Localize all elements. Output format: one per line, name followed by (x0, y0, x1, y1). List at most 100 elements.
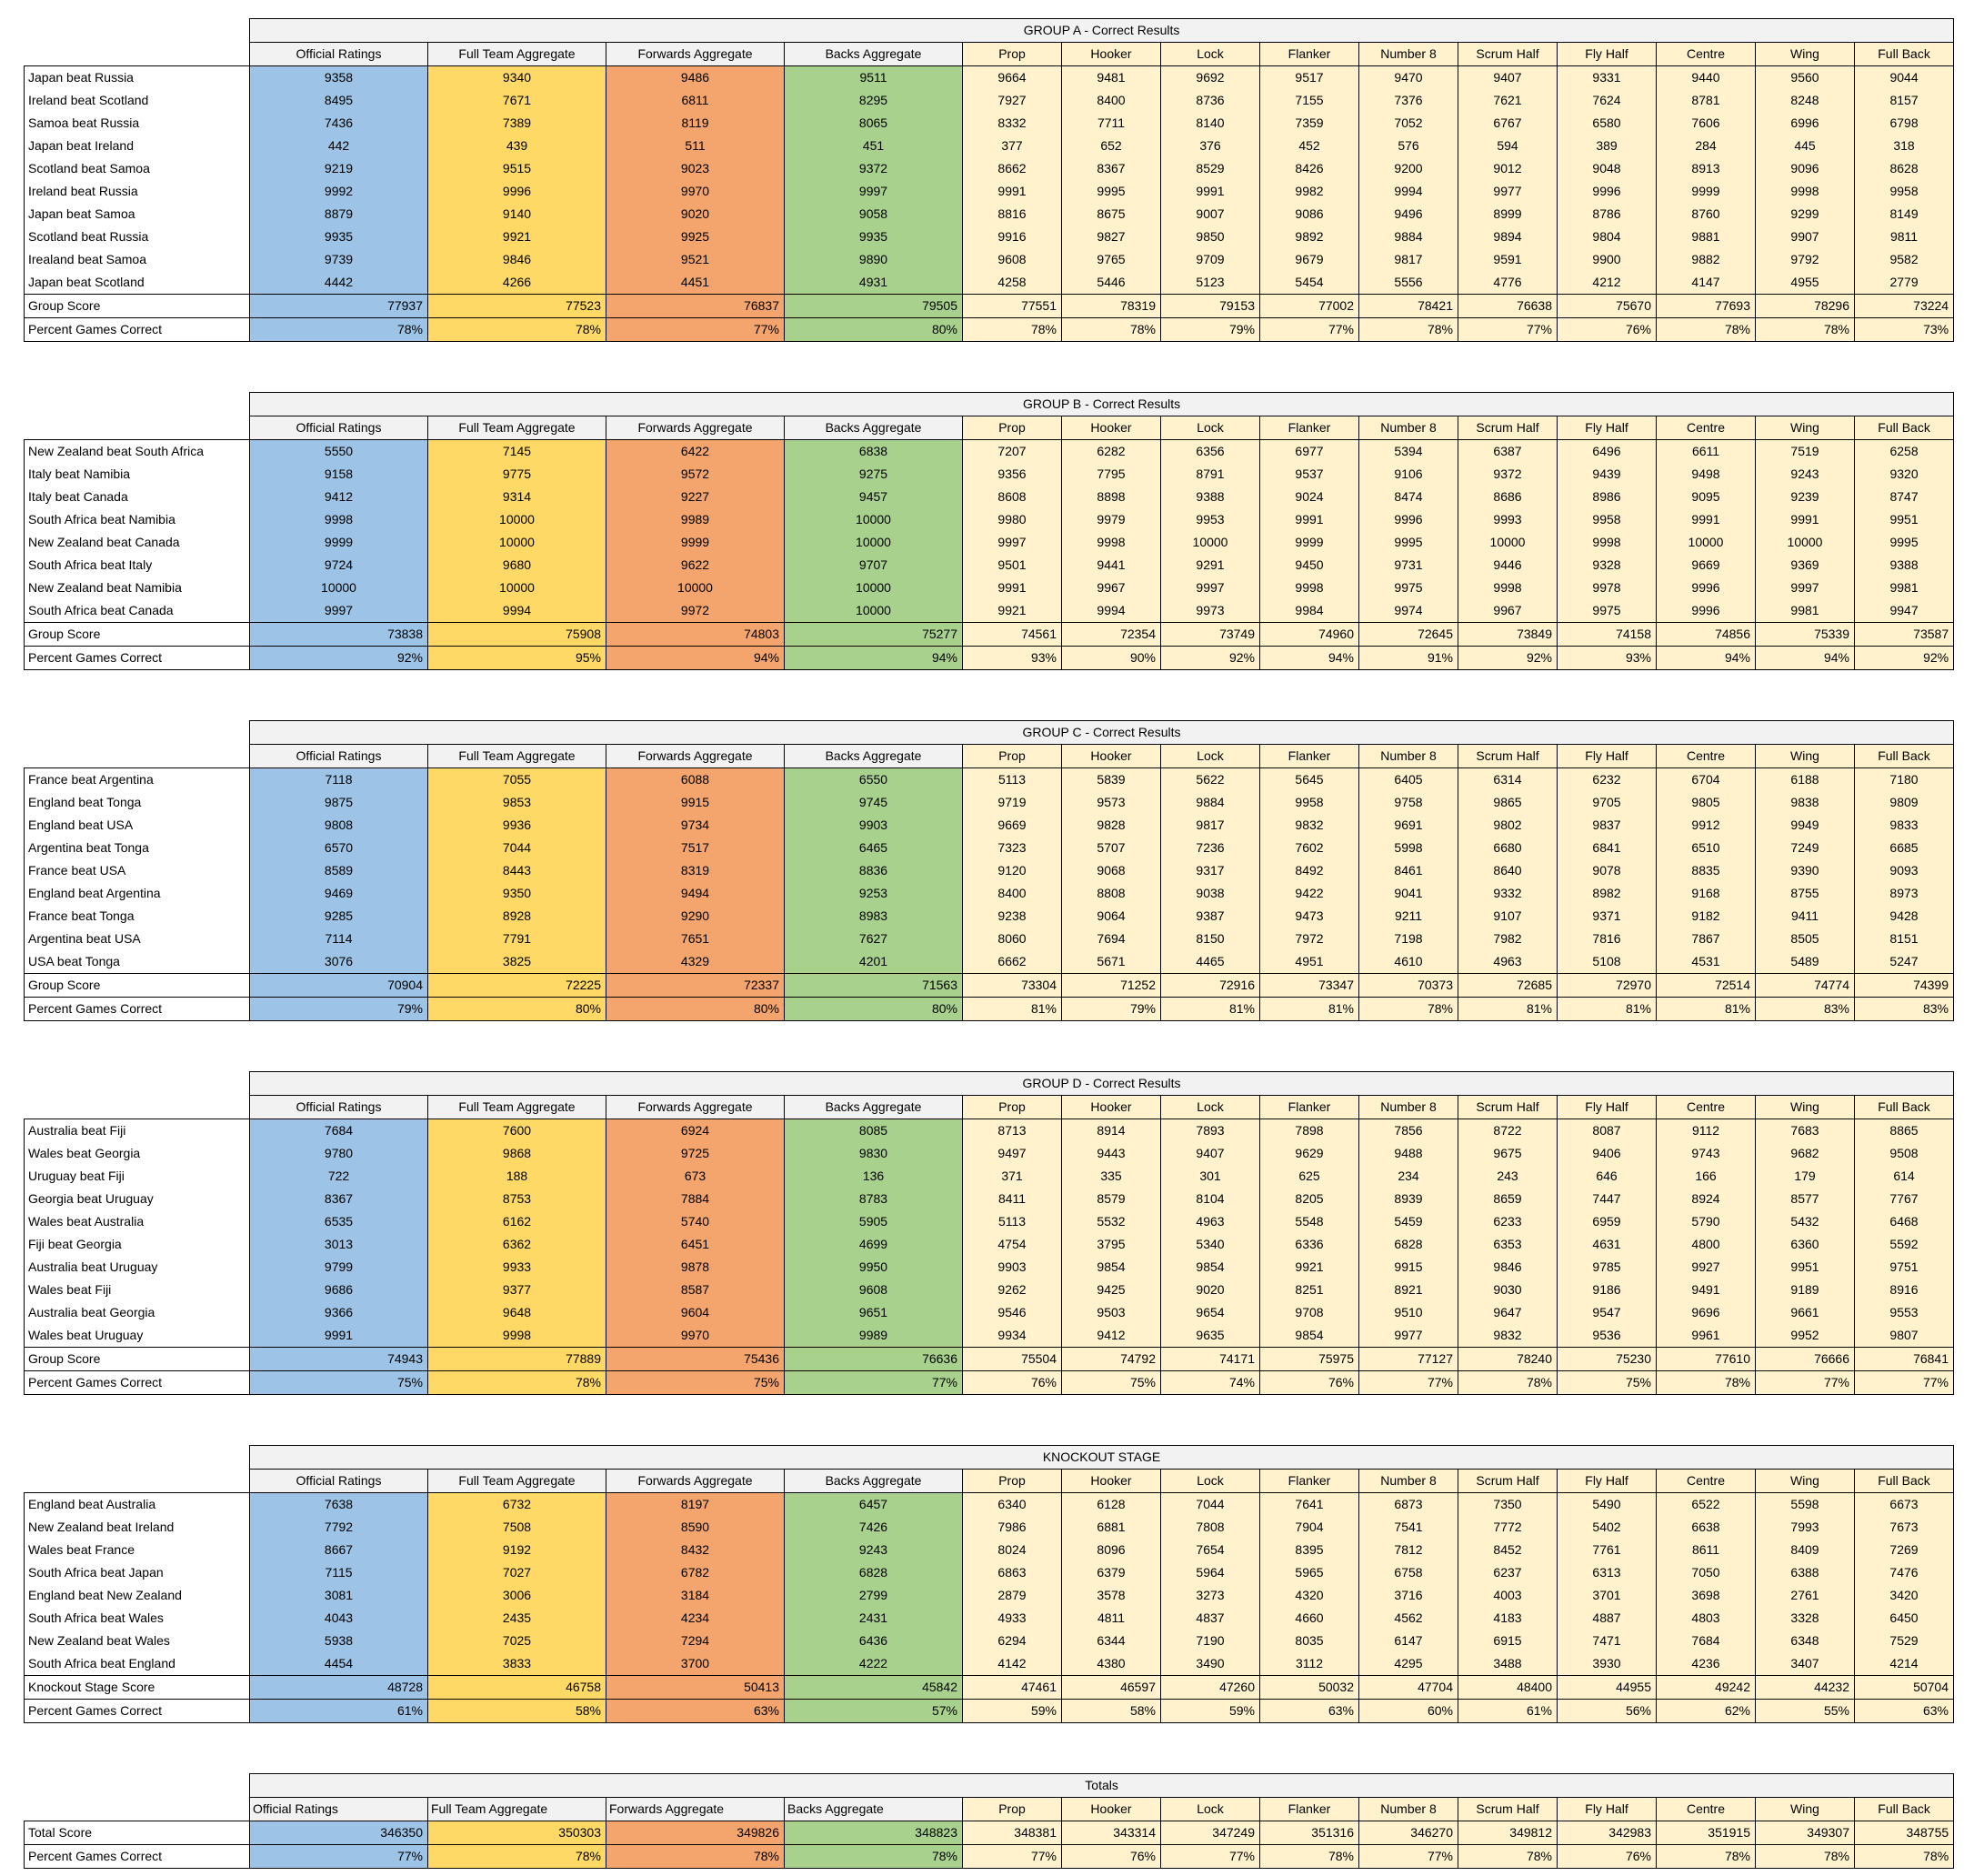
percent-row: Percent Games Correct 92% 95% 94% 94% 93% 90% 9… (24, 646, 1955, 670)
cell-value: 8104 (1160, 1188, 1260, 1210)
cell-value: 9805 (1656, 791, 1756, 814)
cell-value: 3076 (249, 950, 428, 974)
percent-value: 94% (784, 646, 963, 670)
score-value: 71563 (784, 973, 963, 998)
table-row: France beat USA 8589 8443 8319 8836 9120 9068 9… (24, 859, 1954, 882)
percent-value: 83% (1755, 997, 1855, 1021)
cell-value: 9817 (1160, 814, 1260, 837)
column-header: Official Ratings (249, 1469, 428, 1493)
table-title-row: Totals (24, 1773, 1955, 1798)
cell-value: 9680 (427, 554, 606, 577)
percent-value: 60% (1358, 1699, 1458, 1723)
cell-value: 10000 (427, 531, 606, 554)
column-header-row: Official Ratings Full Team Aggregate Forwa… (24, 1797, 1955, 1821)
row-label: Fiji beat Georgia (24, 1233, 250, 1256)
cell-value: 9705 (1557, 791, 1657, 814)
cell-value: 2761 (1755, 1584, 1855, 1607)
cell-value: 4933 (962, 1607, 1062, 1630)
cell-value: 3930 (1557, 1652, 1657, 1676)
cell-value: 9935 (249, 226, 428, 248)
cell-value: 9508 (1854, 1142, 1954, 1165)
cell-value: 9832 (1458, 1324, 1558, 1348)
table-row: Samoa beat Russia 7436 7389 8119 8065 8332 771… (24, 112, 1955, 135)
column-header: Flanker (1259, 1797, 1359, 1821)
percent-value: 75% (606, 1370, 785, 1395)
table-row: England beat Australia 7638 6732 8197 6457 63… (24, 1492, 1955, 1516)
cell-value: 8248 (1755, 89, 1855, 112)
cell-value: 9802 (1458, 814, 1558, 837)
score-row: Group Score 74943 77889 75436 76636 75504 7479… (24, 1347, 1954, 1371)
cell-value: 3833 (427, 1652, 606, 1676)
percent-value: 59% (1160, 1699, 1260, 1723)
score-value: 48728 (249, 1675, 428, 1700)
cell-value: 9331 (1557, 65, 1657, 89)
cell-value: 9486 (606, 65, 785, 89)
cell-value: 10000 (606, 577, 785, 599)
percent-value: 81% (1458, 997, 1558, 1021)
column-header: Wing (1755, 744, 1855, 768)
percent-value: 63% (606, 1699, 785, 1723)
column-header: Centre (1656, 1469, 1756, 1493)
cell-value: 7044 (1160, 1492, 1260, 1516)
cell-value: 4320 (1259, 1584, 1359, 1607)
percent-value: 77% (606, 317, 785, 342)
column-header: Backs Aggregate (784, 1095, 963, 1119)
cell-value: 646 (1557, 1165, 1657, 1188)
cell-value: 673 (606, 1165, 785, 1188)
cell-value: 9120 (962, 859, 1062, 882)
percent-value: 93% (962, 646, 1062, 670)
cell-value: 5489 (1755, 950, 1855, 974)
percent-value: 94% (1259, 646, 1359, 670)
cell-value: 9981 (1853, 577, 1955, 599)
cell-value: 3698 (1656, 1584, 1756, 1607)
cell-value: 8589 (249, 859, 428, 882)
percent-value: 78% (1061, 317, 1161, 342)
cell-value: 4562 (1358, 1607, 1458, 1630)
column-header: Scrum Half (1458, 416, 1558, 440)
cell-value: 9994 (1061, 599, 1161, 623)
cell-value: 9989 (784, 1324, 963, 1348)
score-value: 77127 (1358, 1347, 1458, 1371)
cell-value: 6451 (606, 1233, 785, 1256)
cell-value: 9991 (1656, 508, 1756, 531)
cell-value: 9498 (1656, 463, 1756, 486)
cell-value: 389 (1557, 135, 1657, 157)
cell-value: 9428 (1854, 905, 1954, 928)
cell-value: 7436 (249, 112, 428, 135)
cell-value: 9998 (1259, 577, 1359, 599)
cell-value: 9927 (1656, 1256, 1756, 1279)
row-label: England beat Australia (24, 1492, 250, 1516)
cell-value: 9998 (427, 1324, 606, 1348)
column-header: Lock (1160, 42, 1260, 66)
cell-value: 6828 (1358, 1233, 1458, 1256)
cell-value: 9994 (427, 599, 606, 623)
cell-value: 9096 (1755, 157, 1855, 180)
cell-value: 9907 (1755, 226, 1855, 248)
cell-value: 9999 (1656, 180, 1756, 203)
cell-value: 9991 (249, 1324, 428, 1348)
cell-value: 3273 (1160, 1584, 1260, 1607)
cell-value: 5740 (606, 1210, 785, 1233)
table-row: France beat Tonga 9285 8928 9290 8983 9238 906… (24, 905, 1954, 928)
cell-value: 9340 (427, 65, 606, 89)
column-header: Full Back (1854, 1095, 1954, 1119)
cell-value: 7684 (249, 1119, 428, 1142)
cell-value: 10000 (784, 531, 963, 554)
cell-value: 7761 (1557, 1539, 1657, 1561)
column-header: Full Back (1853, 1797, 1955, 1821)
table-row: Wales beat Uruguay 9991 9998 9970 9989 9934 94… (24, 1324, 1954, 1348)
cell-value: 8295 (784, 89, 963, 112)
percent-value: 94% (1656, 646, 1756, 670)
row-label: New Zealand beat Namibia (24, 577, 250, 599)
cell-value: 8755 (1755, 882, 1855, 905)
cell-value: 9332 (1458, 882, 1558, 905)
cell-value: 8119 (606, 112, 785, 135)
cell-value: 7236 (1160, 837, 1260, 859)
column-header: Backs Aggregate (784, 1469, 963, 1493)
cell-value: 9994 (1358, 180, 1458, 203)
cell-value: 9739 (249, 248, 428, 271)
cell-value: 9648 (427, 1301, 606, 1324)
column-header: Fly Half (1557, 1469, 1657, 1493)
column-header: Forwards Aggregate (606, 416, 785, 440)
cell-value: 9996 (1358, 508, 1458, 531)
